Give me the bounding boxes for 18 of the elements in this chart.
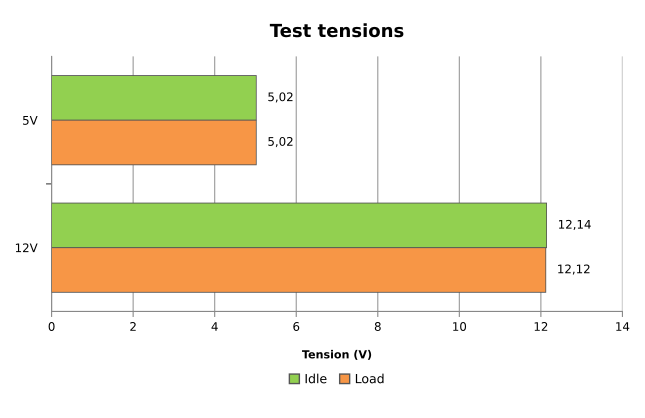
y-tick-label: 12V xyxy=(16,243,38,252)
chart-title: Test tensions xyxy=(270,23,404,38)
x-tick-label: 12 xyxy=(534,322,548,331)
y-tick-label: 5V xyxy=(23,116,38,125)
data-label: 12,12 xyxy=(558,264,590,275)
x-tick-label: 14 xyxy=(616,322,630,331)
x-tick-label: 0 xyxy=(48,322,55,331)
x-tick-label: 8 xyxy=(374,322,381,331)
x-tick-label: 6 xyxy=(293,322,300,331)
legend-label: Load xyxy=(356,374,384,384)
data-label: 5,02 xyxy=(268,136,292,148)
x-axis-title: Tension (V) xyxy=(302,350,372,360)
x-tick-label: 2 xyxy=(130,322,136,331)
x-tick-label: 4 xyxy=(212,322,218,331)
legend-label: Idle xyxy=(306,374,326,384)
data-label: 12,14 xyxy=(558,220,591,230)
x-tick-label: 10 xyxy=(453,322,466,331)
data-label: 5,02 xyxy=(268,92,292,102)
